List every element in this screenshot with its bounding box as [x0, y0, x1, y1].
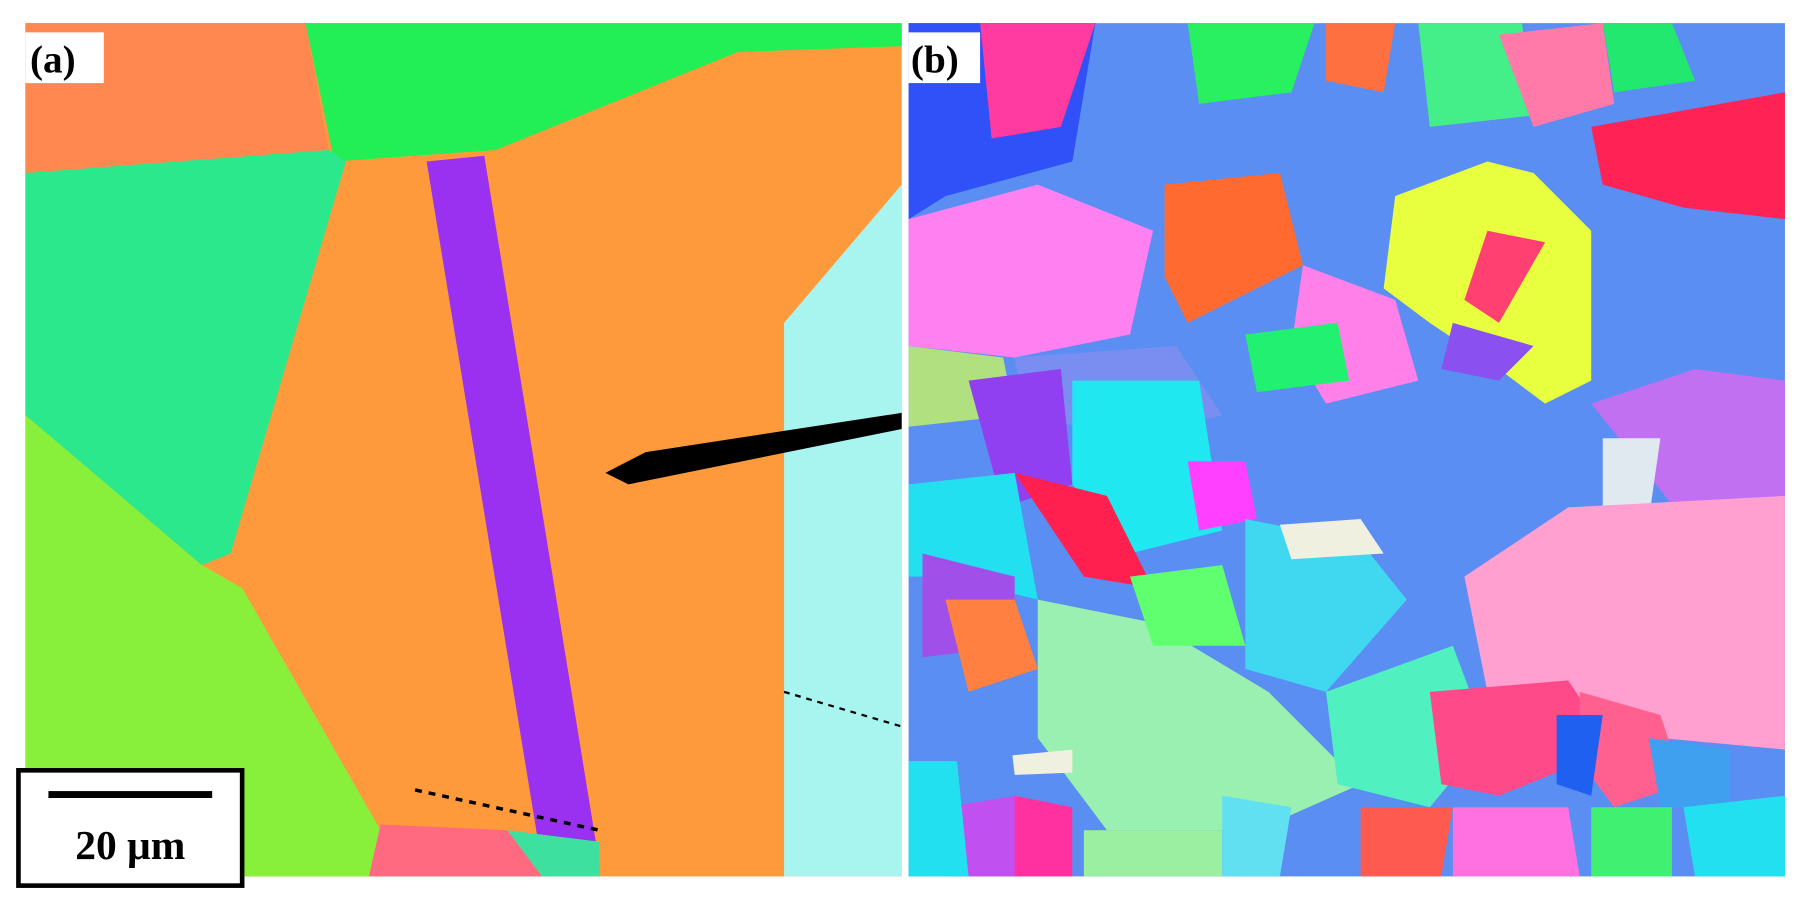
grain — [1164, 173, 1303, 323]
grain — [1187, 461, 1257, 531]
grain — [25, 149, 346, 566]
grain — [1326, 23, 1396, 93]
boundary — [783, 690, 903, 728]
scale-bar-box — [16, 768, 245, 888]
grain — [305, 23, 902, 162]
grain — [1683, 795, 1785, 877]
grain — [1037, 599, 1361, 831]
grain — [1222, 795, 1292, 877]
grain — [1648, 738, 1730, 808]
grain — [908, 184, 1154, 358]
grain — [507, 830, 600, 877]
scale-bar-label: 20 μm — [75, 822, 185, 868]
grain — [1187, 23, 1315, 104]
grain — [1014, 472, 1154, 589]
grain — [368, 824, 542, 877]
label-bg — [25, 32, 104, 84]
grain — [1130, 565, 1246, 646]
grain — [1014, 795, 1073, 877]
grain — [1464, 230, 1546, 323]
grain — [1498, 23, 1615, 127]
grain — [1591, 369, 1785, 519]
label-bg — [908, 32, 981, 84]
grain — [908, 761, 969, 877]
crack — [605, 412, 902, 485]
grain — [1452, 807, 1580, 877]
scale-bar — [48, 791, 213, 798]
grain — [968, 369, 1073, 508]
grain — [25, 415, 381, 877]
grain — [945, 599, 1038, 692]
panel-label: (a) — [30, 39, 76, 82]
twin — [426, 155, 600, 865]
grain — [1279, 518, 1384, 560]
grain — [1083, 830, 1223, 877]
panel-a: (a) 20 μm — [16, 23, 903, 888]
grain — [1602, 438, 1661, 519]
grain — [784, 184, 902, 877]
grain — [1602, 23, 1695, 93]
grain — [1441, 322, 1534, 381]
grain — [980, 23, 1096, 139]
boundary — [414, 788, 600, 832]
panel-label: (b) — [911, 39, 959, 82]
grain — [1591, 807, 1672, 877]
grain — [1556, 714, 1603, 796]
grain — [1360, 807, 1453, 877]
grain — [1245, 518, 1407, 692]
grain — [1591, 92, 1785, 220]
grain — [1245, 322, 1350, 393]
grain — [1012, 749, 1073, 775]
panel-b — [908, 23, 1785, 877]
